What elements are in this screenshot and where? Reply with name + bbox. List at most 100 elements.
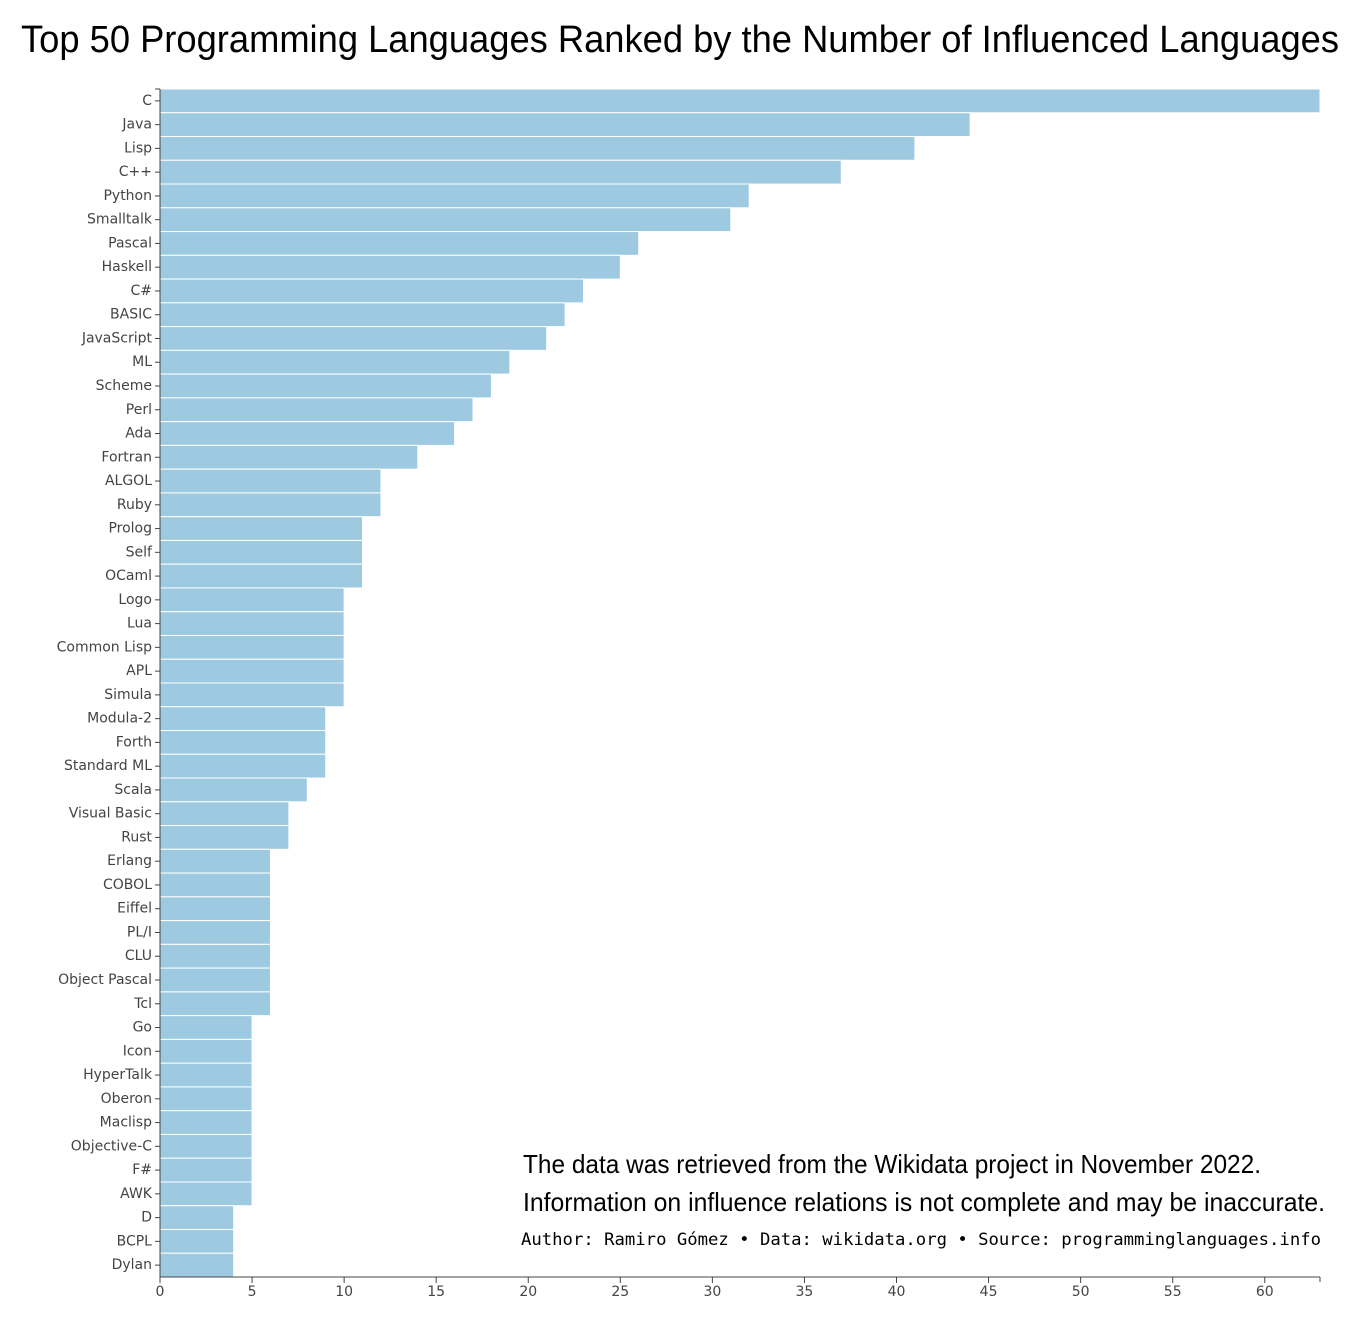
y-tick-label: Prolog [108, 521, 152, 537]
bar [159, 373, 492, 399]
bar [159, 492, 382, 518]
x-tick-label: 40 [888, 1284, 906, 1300]
bar [159, 872, 271, 898]
note: The data was retrieved from the Wikidata… [523, 1149, 1261, 1179]
y-tick-label: COBOL [103, 877, 152, 893]
y-tick-label: Common Lisp [57, 639, 152, 655]
y-tick-label: Simula [104, 687, 152, 703]
bar [159, 611, 345, 636]
x-tick-label: 60 [1256, 1284, 1274, 1300]
y-tick-label: Erlang [107, 853, 152, 869]
bar [159, 991, 271, 1017]
bar [159, 967, 271, 993]
bar [159, 634, 345, 660]
y-tick-label: Haskell [102, 259, 152, 275]
bar [159, 777, 308, 803]
y-tick-label: BASIC [110, 307, 152, 323]
y-tick-label: Rust [121, 829, 152, 845]
bar [159, 658, 345, 684]
bar [159, 706, 327, 732]
y-tick-label: Oberon [101, 1091, 152, 1107]
y-tick-label: C# [130, 283, 152, 299]
x-tick-label: 5 [248, 1284, 257, 1300]
y-tick-label: C++ [119, 164, 152, 180]
y-tick-label: ALGOL [105, 473, 152, 489]
bar [159, 1205, 235, 1230]
x-tick-label: 55 [1164, 1284, 1182, 1300]
x-tick-label: 35 [796, 1284, 814, 1300]
chart-title: Top 50 Programming Languages Ranked by t… [21, 19, 1339, 61]
bar [159, 1015, 253, 1040]
x-tick-label: 30 [703, 1284, 721, 1300]
y-tick-label: Forth [116, 734, 152, 750]
bar [159, 159, 842, 185]
y-tick-label: PL/I [127, 924, 152, 940]
bar [159, 896, 271, 922]
x-tick-label: 50 [1072, 1284, 1090, 1300]
x-tick-label: 15 [427, 1284, 445, 1300]
bar [159, 920, 271, 945]
y-tick-label: Modula-2 [87, 711, 152, 727]
bar [159, 231, 640, 256]
y-tick-label: Tcl [133, 996, 152, 1012]
y-tick-label: AWK [120, 1186, 153, 1202]
y-tick-label: Icon [123, 1043, 152, 1059]
bar [159, 468, 382, 494]
y-tick-label: Ada [125, 426, 152, 442]
bar [159, 1110, 253, 1135]
y-tick-label: Visual Basic [69, 806, 152, 822]
note: Information on influence relations is no… [523, 1187, 1325, 1217]
bar [159, 943, 271, 969]
bar [159, 825, 290, 850]
bar [159, 349, 511, 375]
bar [159, 88, 1321, 114]
bar [159, 730, 327, 755]
x-tick-label: 0 [156, 1284, 165, 1300]
y-tick-label: Fortran [101, 449, 152, 465]
bar [159, 1181, 253, 1207]
bar [159, 753, 327, 779]
bar [159, 1252, 235, 1278]
x-tick-label: 25 [611, 1284, 629, 1300]
bar [159, 516, 364, 541]
y-tick-label: Eiffel [117, 901, 152, 917]
bar [159, 539, 364, 565]
y-tick-label: APL [126, 663, 152, 679]
bar [159, 563, 364, 589]
bar [159, 1133, 253, 1159]
credit: Author: Ramiro Gómez • Data: wikidata.or… [521, 1230, 1321, 1250]
bar [159, 1062, 253, 1088]
bar [159, 801, 290, 827]
y-tick-label: Object Pascal [58, 972, 152, 988]
bar [159, 136, 916, 161]
y-tick-label: Scheme [96, 378, 152, 394]
bar [159, 112, 971, 138]
y-tick-label: Go [133, 1020, 152, 1036]
y-tick-label: Dylan [112, 1257, 152, 1273]
y-tick-label: Pascal [108, 235, 152, 251]
bar [159, 1038, 253, 1064]
y-tick-label: D [141, 1210, 152, 1226]
y-tick-label: CLU [125, 948, 152, 964]
x-tick-label: 20 [519, 1284, 537, 1300]
bar [159, 587, 345, 613]
y-tick-label: Scala [114, 782, 152, 798]
y-tick-label: Java [121, 117, 152, 133]
bar [159, 278, 584, 304]
y-tick-label: ML [132, 354, 152, 370]
y-tick-label: BCPL [117, 1233, 153, 1249]
y-tick-label: OCaml [105, 568, 152, 584]
bar [159, 444, 419, 470]
y-tick-label: Logo [118, 592, 152, 608]
y-tick-label: JavaScript [81, 330, 153, 346]
bar [159, 397, 474, 423]
y-tick-label: Ruby [117, 497, 152, 513]
y-tick-label: HyperTalk [83, 1067, 153, 1083]
y-tick-label: Lua [127, 616, 152, 632]
bar [159, 326, 548, 351]
y-tick-label: Self [126, 544, 153, 560]
y-tick-label: Objective-C [71, 1138, 152, 1154]
y-tick-label: Lisp [124, 140, 152, 156]
bar [159, 183, 750, 209]
